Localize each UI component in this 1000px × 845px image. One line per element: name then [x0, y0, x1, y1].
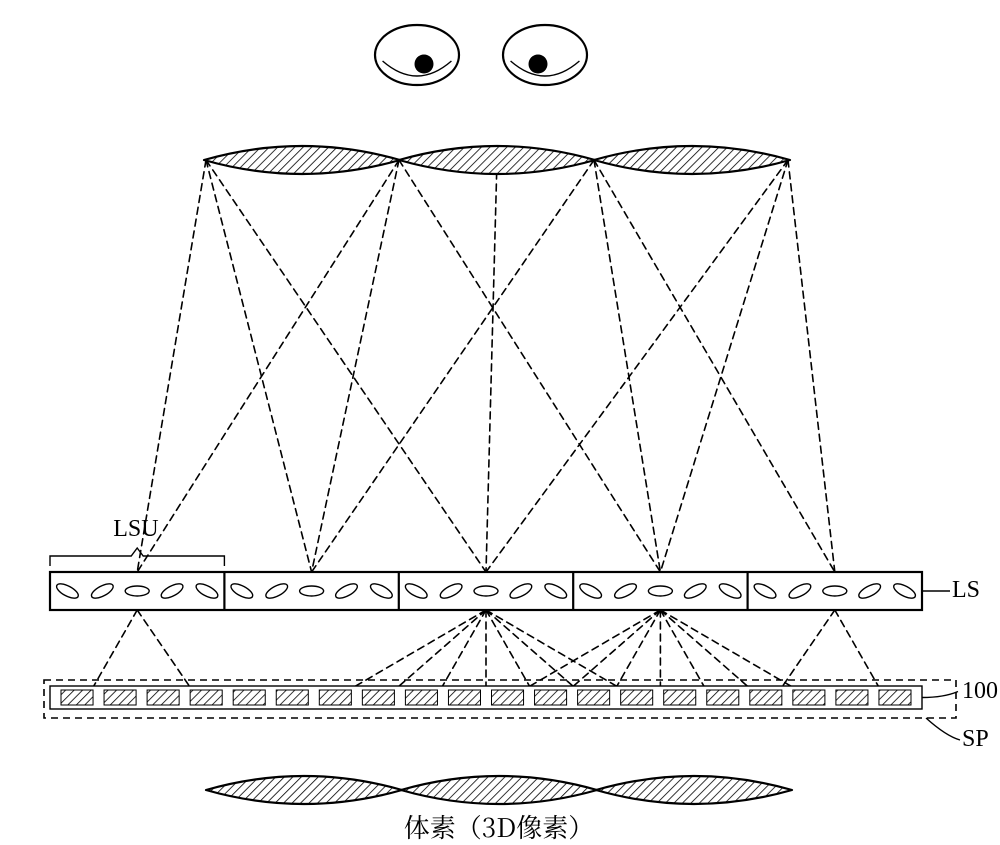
caption-voxel: 体素（3D像素）: [349, 808, 649, 845]
label-sp: SP: [962, 726, 989, 753]
label-ls: LS: [952, 577, 980, 604]
diagram-svg: [0, 0, 1000, 838]
label-100: 100: [962, 678, 998, 705]
label-lsu: LSU: [113, 516, 158, 543]
diagram-stage: [0, 0, 1000, 838]
